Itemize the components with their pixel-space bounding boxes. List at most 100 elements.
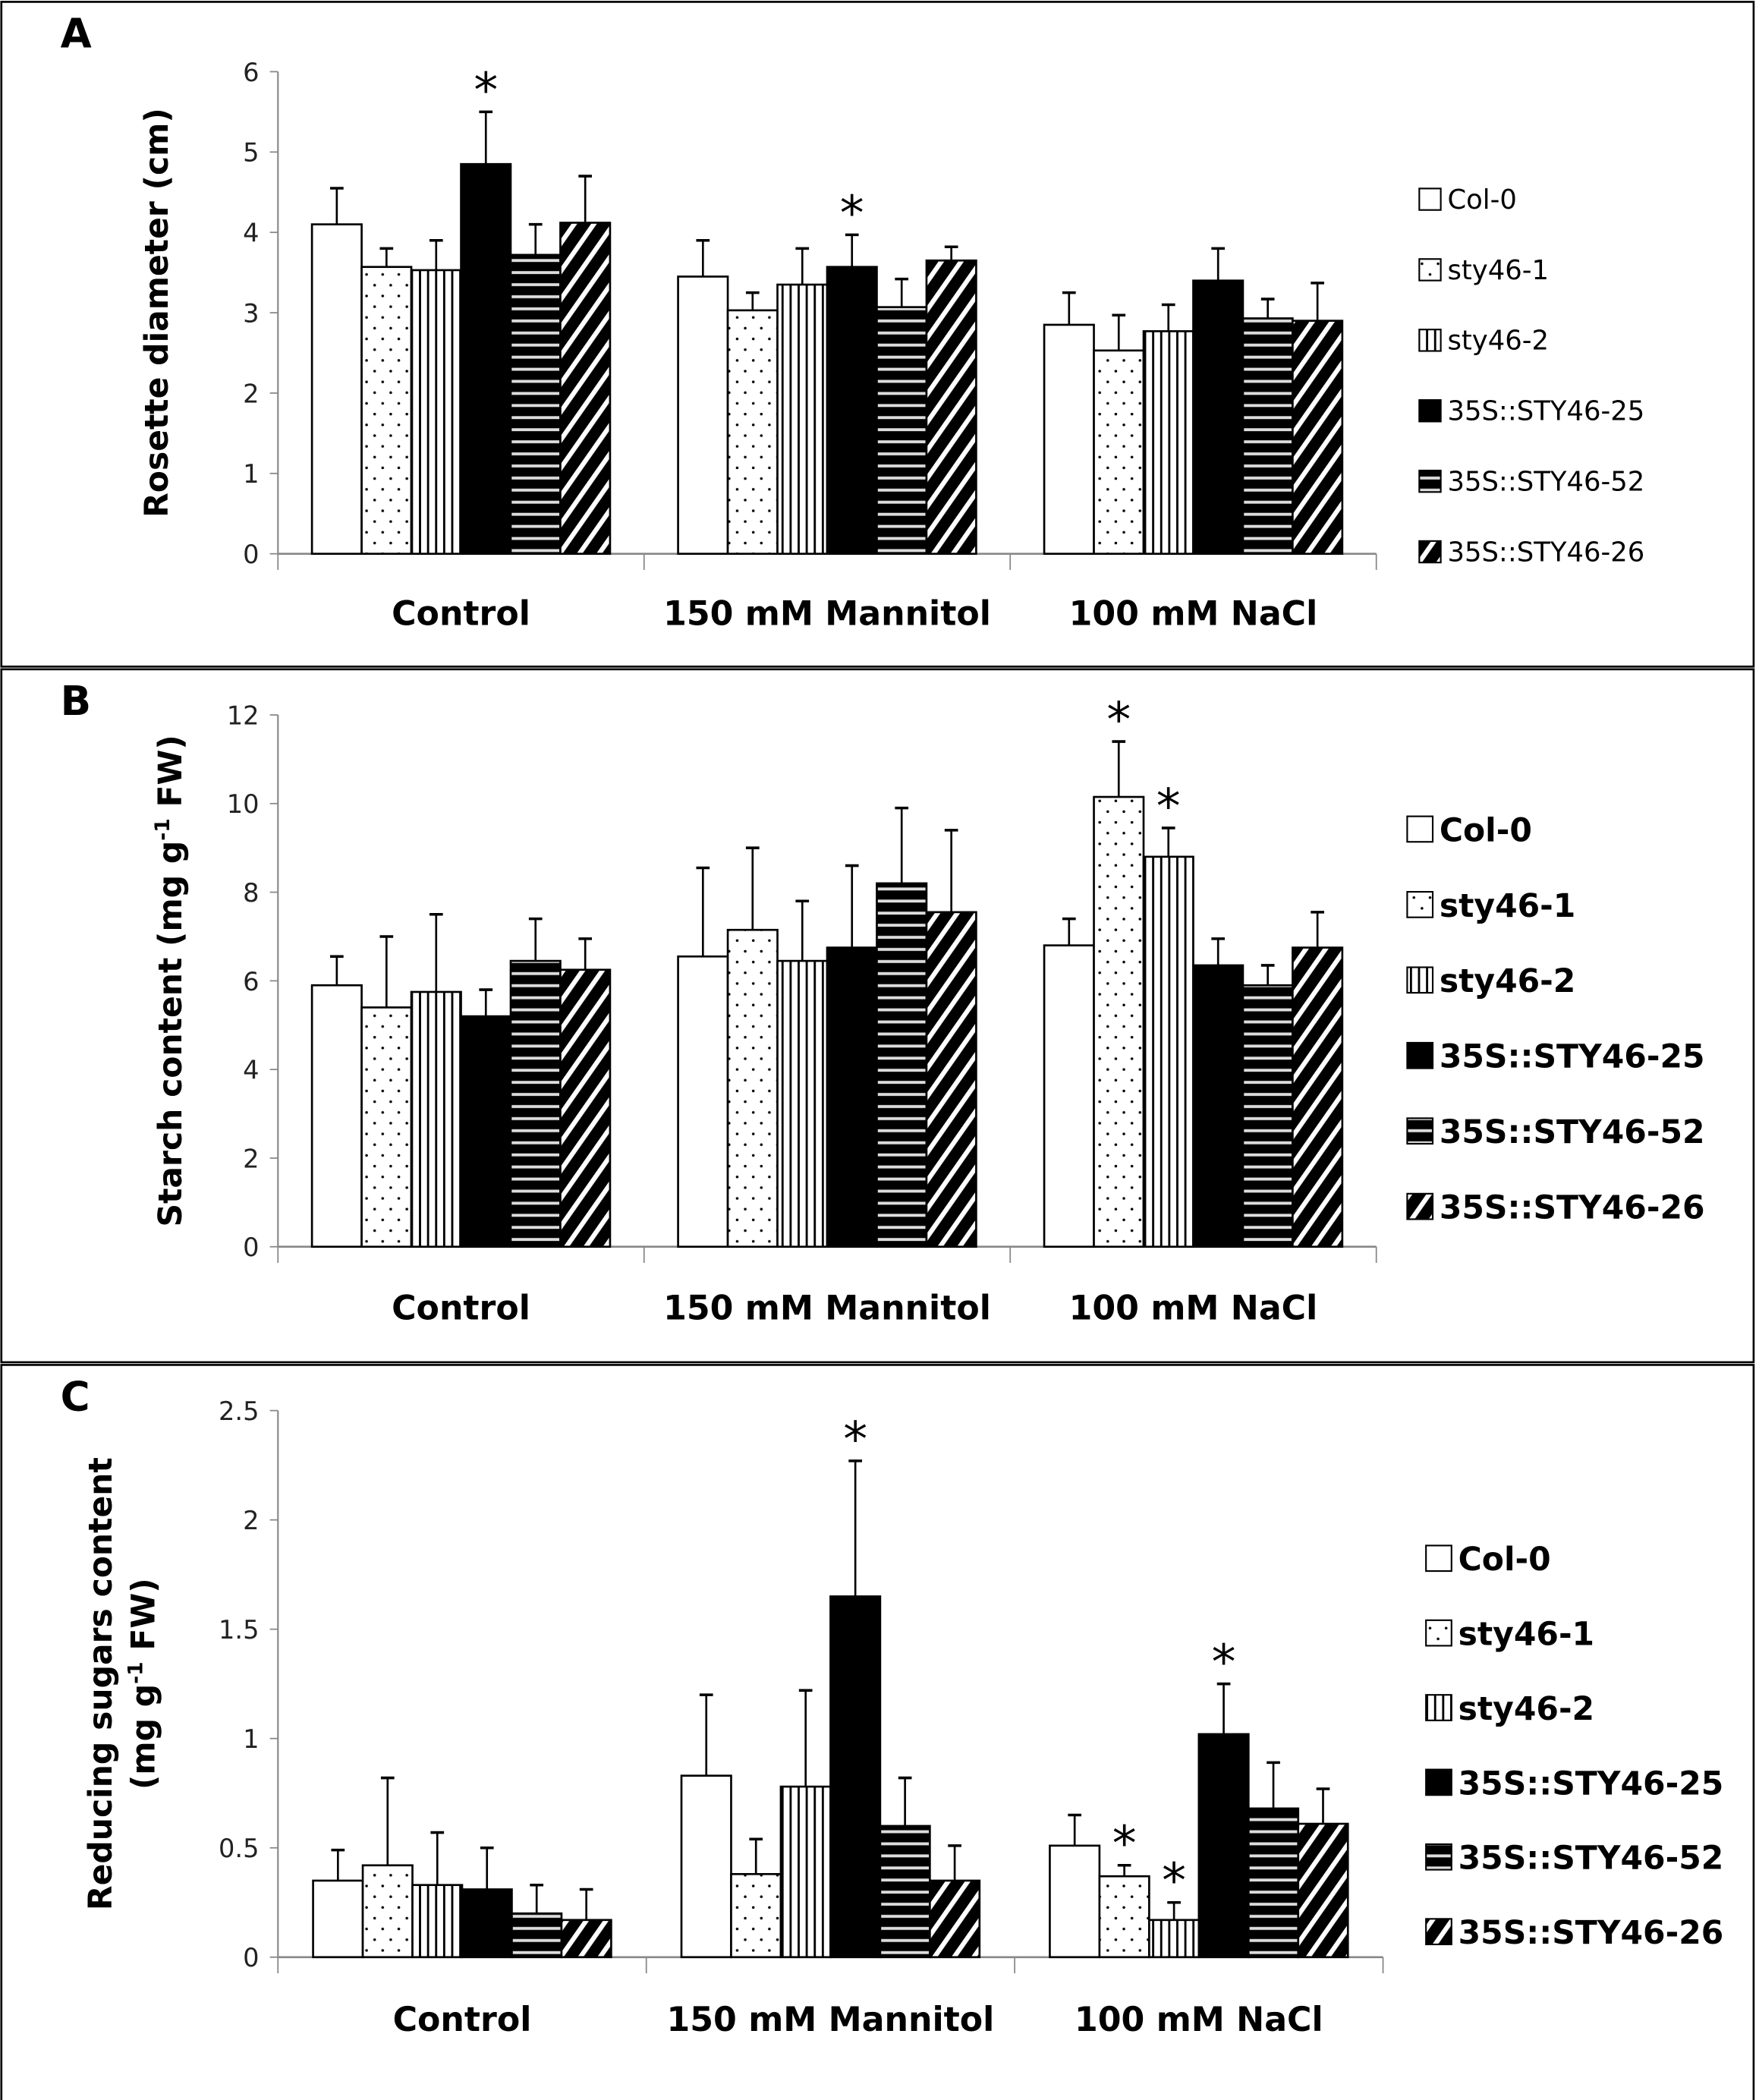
significance-asterisk: * [1212, 1635, 1236, 1691]
legend-label: sty46-2 [1447, 326, 1549, 357]
bar-sty46-2 [1148, 1919, 1200, 1959]
bar-35s-sty46-25 [829, 1595, 882, 1959]
bar-sty46-2 [1142, 330, 1194, 556]
bar-35s-sty46-52 [876, 306, 928, 556]
legend-label: sty46-2 [1440, 963, 1575, 1000]
y-tick-label: 0 [243, 540, 259, 569]
bar-col-0 [312, 1879, 364, 1959]
bar-sty46-2 [776, 283, 829, 556]
bar-sty46-1 [1093, 795, 1145, 1248]
bar-35s-sty46-52 [509, 959, 562, 1248]
x-category-label: 100 mM NaCl [1069, 1289, 1318, 1327]
bar-col-0 [310, 223, 363, 556]
bar-35s-sty46-26 [925, 259, 977, 556]
bar-35s-sty46-26 [559, 222, 612, 556]
bar-col-0 [310, 984, 363, 1248]
legend-label: sty46-1 [1458, 1617, 1594, 1654]
legend-swatch [1425, 1768, 1452, 1796]
legend-swatch [1425, 1918, 1452, 1946]
legend-label: 35S::STY46-52 [1440, 1114, 1705, 1151]
legend-swatch [1406, 1041, 1434, 1069]
y-tick-label: 1.5 [219, 1615, 259, 1645]
x-category-label: Control [393, 2001, 532, 2039]
bar-col-0 [1049, 1844, 1101, 1959]
y-tick-label: 0 [243, 1233, 259, 1262]
legend-swatch [1406, 1192, 1434, 1220]
bar-35s-sty46-52 [876, 882, 928, 1248]
legend-swatch [1406, 815, 1434, 843]
bar-sty46-1 [730, 1872, 782, 1959]
significance-asterisk: * [840, 185, 864, 241]
legend-label: 35S::STY46-52 [1447, 467, 1644, 498]
legend-swatch [1406, 1117, 1434, 1145]
y-axis-title-main: Rosette diameter (cm) [139, 108, 176, 518]
y-tick-label: 10 [227, 789, 260, 819]
panel-c: C 0 0.5 1 1.5 2 2.5 Control 150 mM Mannitol 100 m… [0, 1364, 1755, 2100]
bar-35s-sty46-52 [1241, 984, 1294, 1248]
legend-label: Col-0 [1458, 1541, 1551, 1579]
bar-35s-sty46-25 [1197, 1733, 1250, 1959]
bar-sty46-2 [411, 1884, 464, 1959]
panel-frame [0, 668, 1755, 1364]
y-axis-title: (mg g-1 FW) [124, 1578, 163, 1790]
y-tick-label: 2 [243, 1144, 259, 1173]
legend-label: Col-0 [1447, 184, 1516, 216]
legend-swatch [1418, 469, 1442, 493]
bar-35s-sty46-25 [1192, 279, 1245, 556]
y-axis-title: Starch content (mg g-1 FW) [151, 735, 190, 1226]
bar-35s-sty46-26 [1292, 946, 1344, 1248]
y-tick-label: 8 [243, 878, 259, 908]
bar-sty46-2 [776, 959, 829, 1248]
bar-35s-sty46-25 [460, 1015, 512, 1248]
y-tick-label: 0 [243, 1943, 259, 1972]
bar-35s-sty46-52 [879, 1825, 931, 1959]
legend-swatch [1425, 1843, 1452, 1871]
bar-35s-sty46-26 [1292, 320, 1344, 556]
x-category-label: Control [392, 594, 530, 633]
legend-swatch [1418, 258, 1442, 282]
legend-swatch [1418, 187, 1442, 211]
y-axis-title-tail: FW) [153, 735, 190, 818]
y-tick-label: 4 [243, 219, 259, 248]
bar-35s-sty46-25 [460, 162, 512, 556]
y-tick-label: 2.5 [219, 1396, 259, 1426]
panel-label: A [61, 11, 92, 58]
legend-swatch [1406, 966, 1434, 994]
bar-35s-sty46-52 [511, 1912, 563, 1959]
bar-35s-sty46-26 [559, 968, 612, 1248]
legend-label: 35S::STY46-25 [1440, 1039, 1705, 1076]
y-tick-label: 4 [243, 1056, 259, 1085]
legend-swatch [1425, 1694, 1452, 1721]
y-tick-label: 2 [243, 1506, 259, 1535]
y-tick-label: 3 [243, 298, 259, 328]
x-category-label: 150 mM Mannitol [663, 594, 991, 633]
legend-swatch [1406, 890, 1434, 918]
legend-swatch [1418, 329, 1442, 352]
bar-35s-sty46-25 [1192, 964, 1245, 1248]
bar-35s-sty46-26 [929, 1879, 981, 1959]
legend-label: 35S::STY46-25 [1447, 396, 1644, 427]
legend-swatch [1418, 540, 1442, 564]
x-category-label: 100 mM NaCl [1075, 2001, 1323, 2039]
y-axis-title-line1: Reducing sugars content [83, 1457, 120, 1910]
panel-frame [0, 1364, 1755, 2100]
panel-label: C [61, 1374, 90, 1421]
bar-col-0 [1043, 323, 1095, 556]
x-category-label: 150 mM Mannitol [667, 2001, 995, 2039]
significance-asterisk: * [1106, 692, 1131, 748]
x-category-label: 150 mM Mannitol [663, 1289, 991, 1327]
legend-label: Col-0 [1440, 812, 1532, 849]
bar-sty46-1 [360, 266, 413, 556]
bar-col-0 [677, 275, 729, 556]
legend-label: 35S::STY46-26 [1458, 1915, 1724, 1952]
bar-35s-sty46-26 [560, 1919, 612, 1959]
y-tick-label: 2 [243, 379, 259, 408]
bar-col-0 [1043, 944, 1095, 1248]
panel-frame [0, 1, 1755, 668]
significance-asterisk: * [843, 1412, 867, 1468]
significance-asterisk: * [1156, 779, 1181, 835]
x-category-label: 100 mM NaCl [1069, 594, 1318, 633]
legend-label: sty46-1 [1440, 888, 1575, 925]
bar-sty46-2 [410, 269, 462, 556]
